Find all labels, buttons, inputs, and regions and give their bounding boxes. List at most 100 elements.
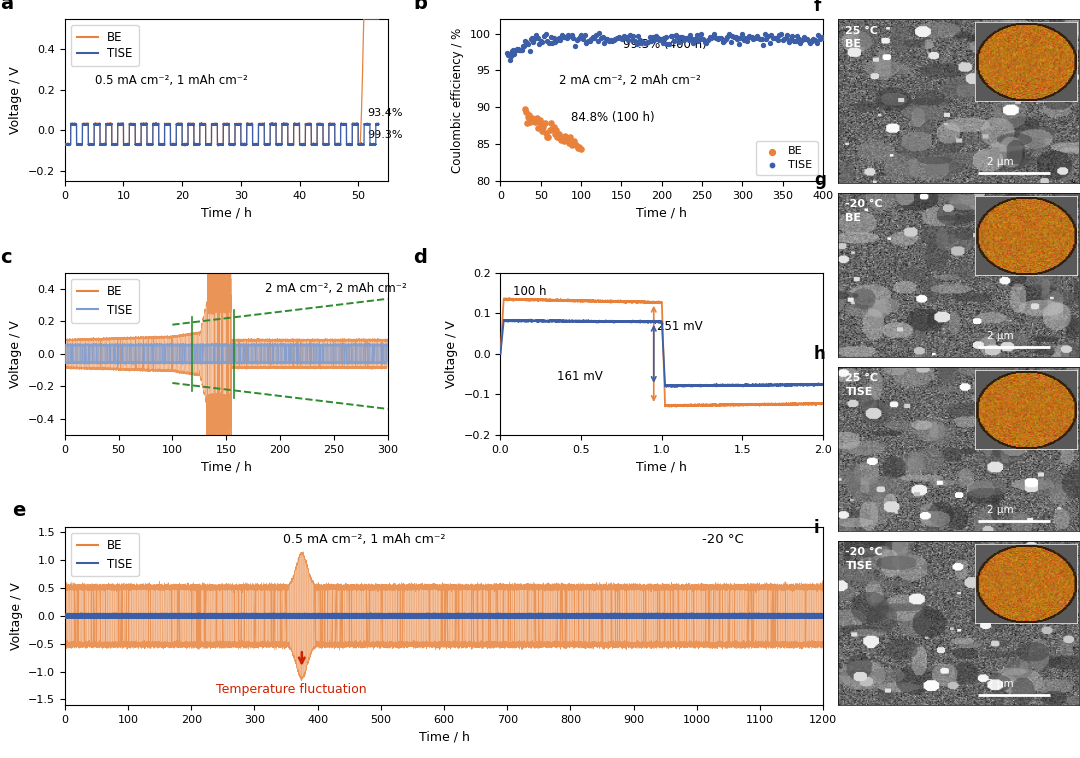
X-axis label: Time / h: Time / h xyxy=(201,206,252,219)
Point xyxy=(545,32,563,44)
Text: g: g xyxy=(814,171,826,189)
Point xyxy=(756,28,773,40)
Point xyxy=(659,38,676,50)
Point xyxy=(693,27,711,39)
Point xyxy=(716,35,733,47)
Point xyxy=(620,34,637,46)
Legend: BE, TISE: BE, TISE xyxy=(70,25,138,66)
Point xyxy=(522,33,539,45)
Point xyxy=(503,45,521,58)
Point xyxy=(516,102,534,114)
Point xyxy=(550,128,567,140)
Point xyxy=(532,118,550,130)
Point xyxy=(517,36,535,48)
Text: 100 h: 100 h xyxy=(513,285,546,298)
Point xyxy=(581,35,598,47)
Point xyxy=(527,114,544,127)
Point xyxy=(752,33,769,45)
Point xyxy=(787,35,805,47)
Point xyxy=(613,33,631,45)
Y-axis label: Coulombic efficiency / %: Coulombic efficiency / % xyxy=(451,27,464,173)
Point xyxy=(589,36,606,48)
Point xyxy=(575,33,592,45)
Point xyxy=(727,31,744,43)
Point xyxy=(549,130,566,143)
Point xyxy=(730,38,747,50)
Point xyxy=(729,33,746,45)
Text: h: h xyxy=(814,345,826,362)
Point xyxy=(687,33,704,45)
Point xyxy=(785,35,802,47)
Point xyxy=(565,32,582,44)
Point xyxy=(782,33,799,45)
Point xyxy=(740,30,757,42)
Point xyxy=(501,54,518,66)
Point xyxy=(778,32,795,44)
Point xyxy=(804,35,821,47)
Point xyxy=(646,34,663,46)
Point xyxy=(545,121,563,133)
Point xyxy=(539,35,556,47)
Point xyxy=(518,37,536,49)
Text: i: i xyxy=(814,518,820,537)
Point xyxy=(647,30,664,42)
Point xyxy=(511,45,528,57)
Point xyxy=(582,33,599,45)
Point xyxy=(706,28,724,40)
Point xyxy=(529,112,546,124)
Text: -20 °C: -20 °C xyxy=(702,533,744,546)
Text: 2 μm: 2 μm xyxy=(987,679,1014,689)
Point xyxy=(711,32,728,44)
Point xyxy=(605,34,622,46)
Y-axis label: Voltage / V: Voltage / V xyxy=(10,66,23,133)
Point xyxy=(534,124,551,136)
Point xyxy=(539,131,556,143)
Point xyxy=(569,142,586,154)
Point xyxy=(611,32,629,44)
Y-axis label: Voltage / V: Voltage / V xyxy=(10,320,23,388)
Point xyxy=(617,33,634,45)
Point xyxy=(630,30,647,42)
Point xyxy=(774,34,792,46)
Point xyxy=(550,32,567,44)
Point xyxy=(717,33,734,45)
Point xyxy=(772,28,789,40)
Point xyxy=(775,33,793,45)
Point xyxy=(704,30,721,42)
Point xyxy=(643,35,660,47)
Point xyxy=(626,35,644,47)
Point xyxy=(515,40,532,52)
Point xyxy=(543,36,561,49)
Point xyxy=(505,48,523,60)
Point xyxy=(685,37,702,49)
Point xyxy=(536,30,553,42)
Point xyxy=(526,33,543,45)
Point xyxy=(768,32,785,44)
Point xyxy=(537,127,554,139)
Point xyxy=(542,31,559,43)
Point xyxy=(591,27,608,39)
Point xyxy=(567,139,584,151)
Text: -20 °C
BE: -20 °C BE xyxy=(846,199,883,223)
Point xyxy=(500,48,517,60)
Point xyxy=(743,31,760,43)
Point xyxy=(797,33,814,45)
Point xyxy=(537,27,554,39)
Point xyxy=(507,43,524,55)
Point xyxy=(720,28,738,40)
Point xyxy=(656,33,673,45)
Point xyxy=(814,32,832,44)
Point xyxy=(748,30,766,42)
Point xyxy=(691,33,708,45)
Point xyxy=(758,33,775,45)
Point xyxy=(514,40,531,52)
Point xyxy=(499,49,516,61)
Point xyxy=(673,30,690,42)
Point xyxy=(781,36,798,49)
Point xyxy=(553,134,570,146)
Point xyxy=(578,36,595,49)
Point xyxy=(584,31,602,43)
Point xyxy=(543,123,561,135)
Point xyxy=(498,48,515,60)
Text: 2 mA cm⁻², 2 mAh cm⁻²: 2 mA cm⁻², 2 mAh cm⁻² xyxy=(558,74,701,86)
